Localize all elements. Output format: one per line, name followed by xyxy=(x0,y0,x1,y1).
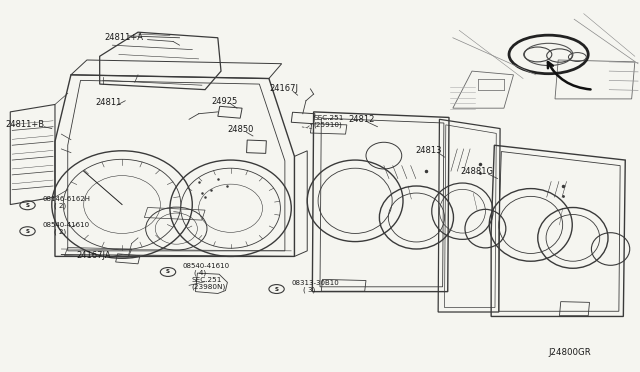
Text: ( 2): ( 2) xyxy=(54,228,66,235)
Text: 24881G: 24881G xyxy=(461,167,493,176)
Text: 24167JA: 24167JA xyxy=(76,251,111,260)
Text: 24811: 24811 xyxy=(95,98,122,107)
Text: 08540-41610: 08540-41610 xyxy=(182,263,230,269)
Text: 24850: 24850 xyxy=(227,125,254,134)
Text: 08313-30B10: 08313-30B10 xyxy=(291,280,339,286)
Text: 24811+B: 24811+B xyxy=(6,120,45,129)
Text: 24811+A: 24811+A xyxy=(104,33,143,42)
Text: 08540-41610: 08540-41610 xyxy=(42,222,90,228)
Text: ( 2): ( 2) xyxy=(54,202,66,209)
Text: 24813: 24813 xyxy=(416,146,442,155)
Text: S: S xyxy=(26,203,29,208)
Text: S: S xyxy=(166,269,170,275)
Text: S: S xyxy=(275,286,278,292)
Text: S: S xyxy=(26,229,29,234)
Text: 24812: 24812 xyxy=(349,115,375,124)
Text: (25910): (25910) xyxy=(314,121,342,128)
Text: SEC.251: SEC.251 xyxy=(314,115,344,121)
Text: 08146-6162H: 08146-6162H xyxy=(42,196,90,202)
Text: 24925: 24925 xyxy=(211,97,237,106)
Text: 24167J: 24167J xyxy=(269,84,298,93)
Text: ( 4): ( 4) xyxy=(194,269,206,276)
Text: SEC.251: SEC.251 xyxy=(191,278,221,283)
Text: ( 3): ( 3) xyxy=(303,286,315,293)
Text: (23980N): (23980N) xyxy=(191,283,225,290)
Text: J24800GR: J24800GR xyxy=(548,347,591,357)
